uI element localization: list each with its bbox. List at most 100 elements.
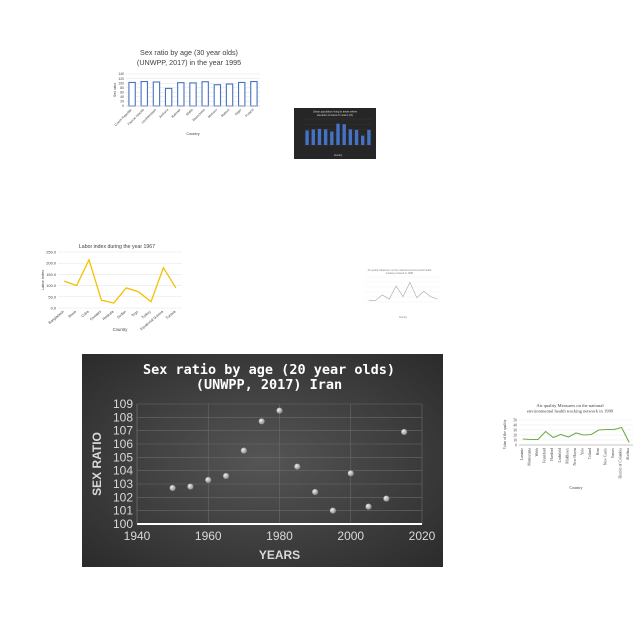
chart-svg: Labor index during the year 1967 250.0 200… bbox=[40, 244, 182, 332]
chart-title: Labor index during the year 1967 bbox=[79, 244, 155, 250]
y-tick-label: 107 bbox=[113, 424, 133, 438]
bar bbox=[213, 84, 222, 107]
x-axis-label: YEARS bbox=[259, 548, 300, 562]
x-tick-label: Middlesex bbox=[565, 448, 569, 464]
bar bbox=[317, 128, 322, 145]
x-tick-label: Benin bbox=[68, 310, 78, 319]
scatter-point bbox=[312, 489, 319, 495]
bar bbox=[140, 80, 148, 107]
y-tick-label: 100.0 bbox=[46, 283, 57, 288]
y-axis-label: Value of the quality bbox=[503, 419, 507, 449]
x-axis-label: Country bbox=[334, 154, 343, 157]
y-axis-label: SEX RATIO bbox=[90, 432, 104, 496]
bar bbox=[238, 81, 246, 107]
x-tick-label: Macedonia bbox=[192, 108, 206, 122]
chart-svg: Air quality Measures on the nationalenvi… bbox=[503, 403, 633, 490]
x-tick-label: Bangladesh bbox=[48, 310, 65, 325]
x-tick-label: Turkey bbox=[141, 310, 152, 320]
x-tick-label: Monaco bbox=[207, 108, 218, 119]
x-axis-label: Country bbox=[569, 485, 582, 490]
chart-title: tracking network in 1998 bbox=[386, 272, 414, 275]
x-axis-label: Country bbox=[113, 327, 129, 332]
y-tick-label: 30 bbox=[513, 428, 517, 432]
x-tick-label: Litchfield bbox=[558, 448, 562, 463]
y-tick-label: 140 bbox=[118, 72, 124, 76]
chart-sex-ratio-20yo-iran: Sex ratio by age (20 year olds) (UNWPP, 2… bbox=[82, 354, 443, 567]
bar bbox=[323, 129, 328, 145]
x-tick-label: Kent bbox=[596, 448, 600, 455]
scatter-point bbox=[365, 503, 372, 510]
bar bbox=[189, 82, 197, 107]
y-tick-label: 60 bbox=[120, 90, 124, 94]
bar bbox=[348, 129, 353, 145]
x-axis-label: Country bbox=[399, 316, 408, 319]
y-tick-label: 0 bbox=[122, 104, 124, 108]
scatter-point bbox=[329, 507, 336, 514]
y-tick-label: 10 bbox=[513, 438, 517, 442]
y-tick-label: 0 bbox=[515, 443, 517, 447]
y-tick-label: 102 bbox=[113, 490, 133, 504]
y-tick-label: 20 bbox=[513, 433, 517, 437]
chart-title: Sex ratio by age (30 year olds) bbox=[140, 48, 238, 57]
scatter-point bbox=[383, 495, 390, 502]
bar bbox=[225, 83, 234, 107]
scatter-point bbox=[205, 477, 212, 483]
x-tick-label: Yolo bbox=[581, 448, 585, 455]
scatter-point bbox=[401, 429, 408, 435]
bar bbox=[336, 123, 340, 145]
x-tick-label: New Castle bbox=[603, 448, 607, 465]
y-tick-label: 150.0 bbox=[46, 272, 57, 277]
x-tick-label: Bahrain bbox=[171, 108, 182, 119]
y-tick-label: 80 bbox=[120, 86, 124, 90]
y-tick-label: 100 bbox=[113, 517, 133, 531]
y-tick-label: 50.0 bbox=[48, 294, 56, 299]
series-line bbox=[63, 258, 177, 304]
x-tick-label: Hartford bbox=[550, 448, 554, 461]
y-tick-label: 106 bbox=[113, 437, 133, 451]
y-tick-label: 101 bbox=[113, 504, 133, 518]
x-tick-label: 2020 bbox=[409, 529, 436, 543]
x-tick-label: Alachua bbox=[626, 448, 630, 461]
y-tick-label: 40 bbox=[513, 423, 517, 427]
x-tick-label: 1940 bbox=[124, 529, 151, 543]
x-tick-label: Equatorial Guinea bbox=[139, 310, 164, 332]
x-tick-label: Laramie bbox=[520, 448, 524, 461]
x-tick-label: 2000 bbox=[337, 529, 364, 543]
x-axis-label: Country bbox=[186, 132, 199, 136]
y-tick-label: 50 bbox=[513, 418, 517, 422]
x-tick-label: New Haven bbox=[573, 448, 577, 466]
chart-title: environmental health tracking network in… bbox=[527, 409, 614, 414]
x-tick-label: Tunisia bbox=[165, 310, 176, 320]
bar bbox=[128, 81, 136, 107]
x-tick-label: Webb bbox=[535, 448, 539, 457]
scatter-point bbox=[187, 483, 194, 490]
chart-title: Sex ratio by age (20 year olds) bbox=[143, 362, 395, 378]
bar bbox=[342, 124, 346, 145]
chart-svg: Sex ratio by age (20 year olds)(UNWPP, 2… bbox=[82, 354, 443, 567]
y-tick-label: 108 bbox=[113, 410, 133, 424]
y-tick-label: 120 bbox=[118, 77, 124, 81]
y-tick-label: 200.0 bbox=[46, 261, 57, 266]
bar bbox=[361, 135, 365, 145]
chart-air-quality-1999: Air quality Measures on the national envi… bbox=[500, 402, 636, 491]
chart-urban-population-elevation: Urban population living in areas where el… bbox=[294, 108, 376, 159]
y-tick-label: 20 bbox=[120, 100, 124, 104]
chart-labor-index-1967: Labor index during the year 1967 250.0 200… bbox=[40, 240, 186, 333]
bar bbox=[367, 129, 371, 145]
y-axis-label: Sex ratio bbox=[113, 83, 117, 97]
y-tick-label: 40 bbox=[120, 95, 124, 99]
x-tick-label: Poland bbox=[245, 108, 255, 118]
y-tick-label: 103 bbox=[113, 477, 133, 491]
y-tick-label: 105 bbox=[113, 450, 133, 464]
chart-air-quality-1998: Air quality Measures on the national env… bbox=[355, 266, 444, 320]
y-tick-label: 100 bbox=[118, 81, 124, 85]
scatter-point bbox=[223, 473, 230, 479]
chart-sex-ratio-30yo-1995: Sex ratio by age (30 year olds) (UNWPP, 2… bbox=[108, 44, 270, 144]
bar bbox=[305, 130, 309, 145]
bar bbox=[152, 81, 161, 107]
x-tick-label: Sussex bbox=[611, 448, 615, 458]
chart-svg: Urban population living in areas whereel… bbox=[294, 108, 376, 159]
scatter-point bbox=[294, 463, 301, 470]
scatter-point bbox=[258, 418, 265, 425]
chart-title: (UNWPP, 2017) Iran bbox=[196, 377, 342, 393]
